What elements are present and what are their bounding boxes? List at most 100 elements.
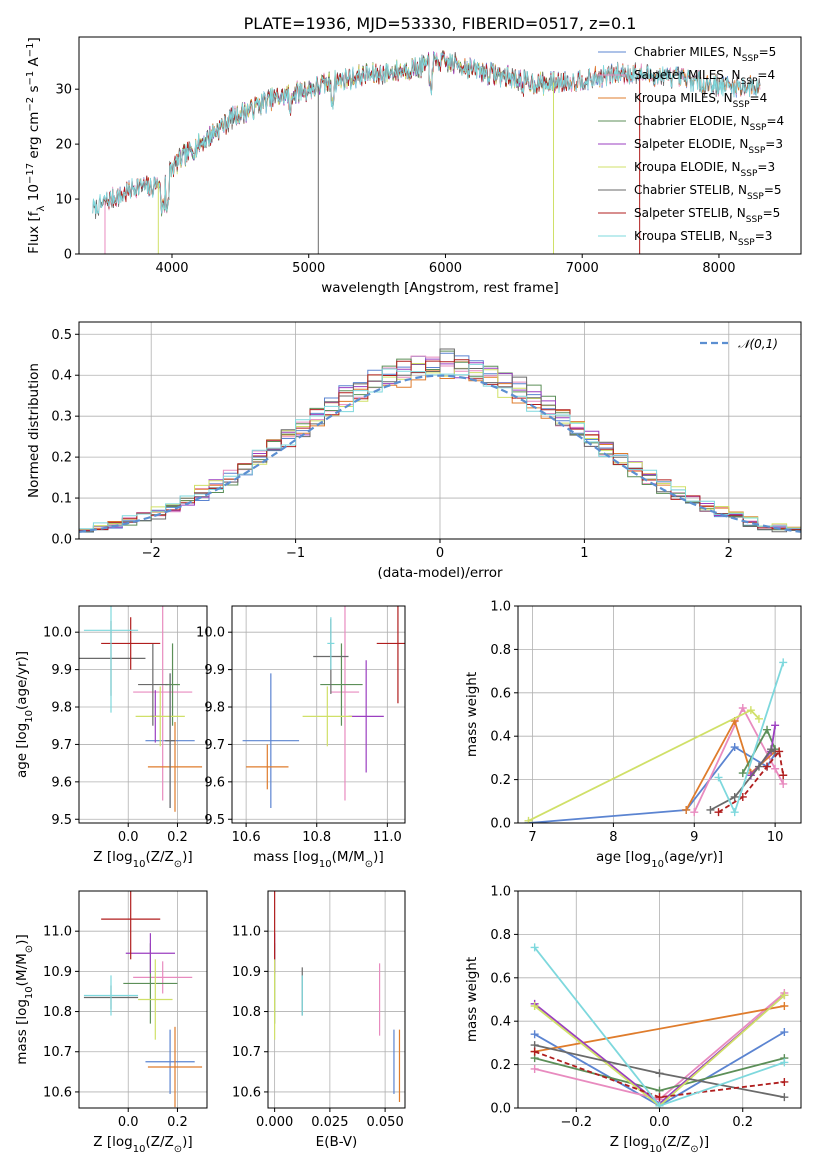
- age-vs-mass-panel: [232, 606, 405, 823]
- weight-marker: [655, 1093, 664, 1102]
- residuals-legend: 𝒩(0,1): [700, 337, 778, 351]
- y-tick-label: 10.0: [43, 626, 72, 641]
- legend-label: Kroupa ELODIE, NSSP=3: [634, 160, 775, 179]
- residuals-plot-area: [79, 348, 801, 539]
- x-tick-label: 11.0: [373, 830, 402, 845]
- weight-marker: [754, 762, 763, 771]
- y-axis-label: age [log10(age/yr)]: [14, 651, 35, 778]
- y-tick-label: 0.4: [51, 369, 72, 384]
- errorbar-kroupa-stelib: [83, 606, 139, 713]
- x-tick-label: 0.025: [311, 1115, 348, 1130]
- y-tick-label: 0.8: [490, 643, 511, 658]
- weight-series-kroupa-elodie: [524, 706, 763, 823]
- residuals-panel: [79, 322, 801, 540]
- spectrum-plot-area: [92, 50, 761, 254]
- x-tick-label: 0.2: [732, 1115, 753, 1130]
- y-tick-label: 9.7: [204, 738, 225, 753]
- weight-vs-age-axes-frame: 7 8 9 10 0.0 0.2 0.4 0.6 0.8 1.0 age [log10(age/yr…: [464, 600, 802, 870]
- weight-marker: [780, 1093, 789, 1102]
- x-tick-label: 4000: [155, 261, 188, 276]
- x-axis-label: E(B-V): [316, 1134, 358, 1150]
- x-axis-label: mass [log10(M/M⊙)]: [253, 849, 383, 870]
- weight-marker: [763, 725, 772, 734]
- x-tick-label: 6000: [429, 261, 462, 276]
- weight-marker: [738, 703, 747, 712]
- weight-marker: [730, 808, 739, 817]
- legend-label: Kroupa MILES, NSSP=4: [634, 91, 767, 110]
- weight-marker: [763, 762, 772, 771]
- errorbar-salpeter-stelib: [376, 606, 405, 704]
- y-tick-label: 9.8: [204, 701, 225, 716]
- weight-marker: [738, 769, 747, 778]
- y-tick-label: 0.2: [490, 773, 511, 788]
- y-axis-label: mass [log10(M/M⊙)]: [14, 934, 35, 1064]
- y-tick-label: 0.6: [490, 686, 511, 701]
- errorbar-kroupa-stelib: [327, 617, 335, 670]
- spectrum-legend: Chabrier MILES, NSSP=5 Salpeter MILES, NS…: [598, 45, 784, 248]
- weight-marker: [780, 1002, 789, 1011]
- x-tick-label: 9: [690, 830, 698, 845]
- y-tick-label: 0.5: [51, 328, 72, 343]
- weight-series-salpeter-stelib: [530, 1047, 789, 1102]
- errorbar-chabrier-miles: [145, 1029, 195, 1094]
- weight-series-salpeter-stelib: [714, 747, 788, 817]
- histogram-kroupa-stelib: [79, 363, 801, 539]
- weight-series-kroupa-stelib: [530, 943, 789, 1108]
- mass-vs-ebv-panel: [268, 891, 405, 1108]
- legend-label: Kroupa STELIB, NSSP=3: [634, 229, 772, 248]
- weight-marker: [530, 1030, 539, 1039]
- y-tick-label: 10: [55, 193, 72, 208]
- weight-marker: [530, 1064, 539, 1073]
- x-tick-label: 0.000: [256, 1115, 293, 1130]
- weight-marker: [530, 1002, 539, 1011]
- y-tick-label: 9.9: [204, 663, 225, 678]
- y-tick-label: 11.0: [43, 925, 72, 940]
- y-tick-label: 10.7: [232, 1045, 261, 1060]
- x-tick-label: 7000: [566, 261, 599, 276]
- errorbar-chabrier-elodie: [320, 643, 363, 726]
- weight-series-chabrier-miles: [524, 743, 780, 823]
- y-tick-label: 30: [55, 83, 72, 98]
- legend-label: Chabrier ELODIE, NSSP=4: [634, 114, 784, 133]
- weight-vs-Z-panel: [518, 890, 801, 1109]
- weight-marker: [530, 943, 539, 952]
- errorbar-chabrier-stelib: [165, 673, 175, 809]
- weight-marker: [682, 805, 691, 814]
- x-tick-label: −2: [142, 546, 161, 561]
- legend-label: Chabrier STELIB, NSSP=5: [634, 183, 782, 202]
- errorbar-chabrier-stelib: [138, 643, 168, 726]
- age-vs-Z-panel: [79, 606, 207, 823]
- weight-marker: [730, 743, 739, 752]
- weight-marker: [524, 816, 533, 823]
- errorbar-salpeter-stelib: [101, 617, 161, 670]
- mass-vs-Z-axes-frame: 0.0 0.2 10.6 10.7 10.8 10.9 11.0 Z [log10(Z/Z⊙)…: [14, 890, 208, 1155]
- x-tick-label: 0.0: [649, 1115, 670, 1130]
- x-tick-label: 8000: [702, 261, 735, 276]
- y-axis-label: mass weight: [464, 672, 480, 757]
- weight-series-chabrier-elodie: [530, 1054, 789, 1095]
- x-tick-label: 10.8: [302, 830, 331, 845]
- weight-marker: [780, 1058, 789, 1067]
- y-tick-label: 9.6: [51, 775, 72, 790]
- weight-vs-age-plot-area: [524, 658, 788, 823]
- x-axis-label: age [log10(age/yr)]: [596, 849, 723, 870]
- x-tick-label: 0.0: [118, 830, 139, 845]
- weight-marker: [530, 1047, 539, 1056]
- x-tick-label: 0.050: [367, 1115, 404, 1130]
- mass-vs-Z-panel: [79, 891, 207, 1108]
- weight-marker: [714, 773, 723, 782]
- weight-marker: [780, 991, 789, 1000]
- y-tick-label: 11.0: [232, 925, 261, 940]
- y-axis-label: Flux [fλ 10−17 erg cm−2 s−1 A−1]: [25, 37, 47, 254]
- weight-marker: [780, 1028, 789, 1037]
- legend-label: Salpeter MILES, NSSP=4: [634, 68, 775, 87]
- weight-marker: [746, 706, 755, 715]
- y-tick-label: 0.2: [490, 1058, 511, 1073]
- x-tick-label: 1: [580, 546, 588, 561]
- x-tick-label: 8: [609, 830, 617, 845]
- errorbar-salpeter-stelib: [101, 891, 161, 960]
- x-axis-label: Z [log10(Z/Z⊙)]: [610, 1134, 709, 1155]
- x-tick-label: 5000: [292, 261, 325, 276]
- errorbar-kroupa-elodie: [135, 686, 185, 747]
- y-tick-label: 0.0: [51, 533, 72, 548]
